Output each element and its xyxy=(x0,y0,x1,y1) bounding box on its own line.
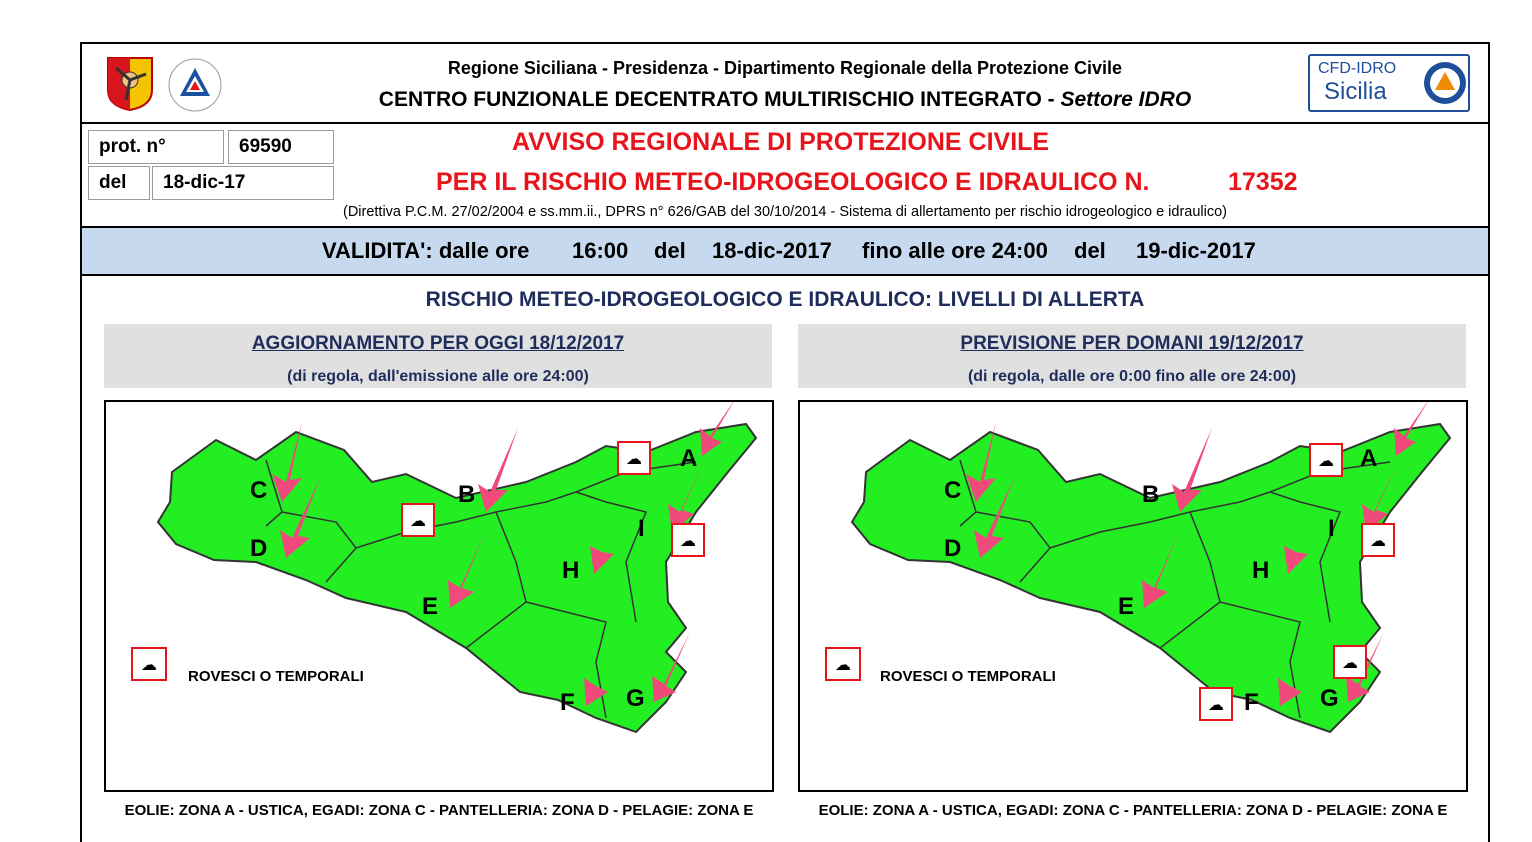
prot-date: 18-dic-17 xyxy=(152,166,334,200)
cfd-idro-logo-top: CFD-IDRO xyxy=(1318,60,1397,77)
sicily-region-logo xyxy=(107,57,153,112)
warning-arrows xyxy=(272,398,736,706)
zone-labels: A B C D E H I F G xyxy=(944,445,1377,716)
prot-label: prot. n° xyxy=(88,130,224,164)
validity-from-date: 18-dic-2017 xyxy=(712,238,832,263)
zone-labels: A B C D E H I F G xyxy=(250,445,697,716)
legend-text-tomorrow: ROVESCI O TEMPORALI xyxy=(880,668,1056,685)
svg-text:C: C xyxy=(944,477,961,504)
svg-text:☁: ☁ xyxy=(626,449,642,468)
sicily-shape xyxy=(850,422,1452,734)
panel-tomorrow-subtitle: (di regola, dalle ore 0:00 fino alle ore… xyxy=(967,368,1297,385)
divider xyxy=(82,122,1488,124)
svg-text:☁: ☁ xyxy=(141,655,157,674)
panel-today-head: AGGIORNAMENTO PER OGGI 18/12/2017 (di re… xyxy=(104,324,772,388)
svg-text:F: F xyxy=(1244,689,1259,716)
svg-text:C: C xyxy=(250,477,267,504)
thunderstorm-icons: ☁ ☁ ☁ ☁ ☁ xyxy=(825,443,1395,721)
cfd-idro-logo: CFD-IDRO Sicilia xyxy=(1308,54,1470,112)
map-today: A B C D E H I F G ☁ ☁ ☁ ☁ ROVESCI O TEMPORALI xyxy=(104,398,774,792)
prot-date-label: del xyxy=(88,166,150,200)
panel-tomorrow-head: PREVISIONE PER DOMANI 19/12/2017 (di reg… xyxy=(798,324,1466,388)
zone-borders xyxy=(265,459,697,719)
map-tomorrow: A B C D E H I F G ☁ ☁ ☁ ☁ ☁ ROVESCI O TEMPORAL… xyxy=(798,398,1468,792)
validity-del-1: del xyxy=(654,238,686,263)
svg-text:A: A xyxy=(680,445,697,472)
svg-text:D: D xyxy=(250,535,267,562)
warning-arrows xyxy=(966,398,1430,706)
svg-text:☁: ☁ xyxy=(1370,531,1386,550)
cfd-emblem-icon xyxy=(1424,62,1466,104)
alert-number: 17352 xyxy=(1228,168,1298,196)
islands-note-today: EOLIE: ZONA A - USTICA, EGADI: ZONA C - … xyxy=(124,802,754,819)
alert-title-line2: PER IL RISCHIO METEO-IDROGEOLOGICO E IDR… xyxy=(436,168,1150,196)
legend-text-today: ROVESCI O TEMPORALI xyxy=(188,668,364,685)
panel-today-subtitle: (di regola, dall'emissione alle ore 24:0… xyxy=(287,368,589,385)
svg-text:I: I xyxy=(638,515,645,542)
sicily-map-tomorrow: A B C D E H I F G ☁ ☁ ☁ ☁ ☁ xyxy=(825,398,1452,734)
svg-text:A: A xyxy=(1360,445,1377,472)
cfd-idro-logo-bottom: Sicilia xyxy=(1324,78,1387,105)
validity-band: VALIDITA': dalle ore 16:00 del 18-dic-20… xyxy=(82,226,1488,276)
prot-number: 69590 xyxy=(228,130,334,164)
validity-label: VALIDITA': dalle ore xyxy=(322,238,530,263)
svg-text:☁: ☁ xyxy=(1318,451,1334,470)
sicily-map-today: A B C D E H I F G ☁ ☁ ☁ ☁ xyxy=(131,398,758,734)
section-title: RISCHIO METEO-IDROGEOLOGICO E IDRAULICO:… xyxy=(425,288,1145,311)
svg-text:☁: ☁ xyxy=(835,655,851,674)
svg-text:H: H xyxy=(562,557,579,584)
header-department: Regione Siciliana - Presidenza - Diparti… xyxy=(447,58,1123,78)
validity-del-2: del xyxy=(1074,238,1106,263)
header-centre: CENTRO FUNZIONALE DECENTRATO MULTIRISCHI… xyxy=(378,88,1192,111)
svg-text:☁: ☁ xyxy=(1208,695,1224,714)
svg-text:G: G xyxy=(626,685,645,712)
svg-text:H: H xyxy=(1252,557,1269,584)
alert-title-line1: AVVISO REGIONALE DI PROTEZIONE CIVILE xyxy=(512,128,1050,156)
svg-text:I: I xyxy=(1328,515,1335,542)
sicily-shape xyxy=(156,422,758,734)
svg-text:E: E xyxy=(422,593,438,620)
civil-protection-logo xyxy=(168,58,222,112)
islands-note-tomorrow: EOLIE: ZONA A - USTICA, EGADI: ZONA C - … xyxy=(818,802,1448,819)
directive-note: (Direttiva P.C.M. 27/02/2004 e ss.mm.ii.… xyxy=(342,204,1227,220)
validity-from-time: 16:00 xyxy=(572,238,629,263)
svg-text:☁: ☁ xyxy=(410,511,426,530)
svg-text:☁: ☁ xyxy=(1342,653,1358,672)
thunderstorm-icons: ☁ ☁ ☁ ☁ xyxy=(131,441,705,681)
svg-text:E: E xyxy=(1118,593,1134,620)
validity-until: fino alle ore 24:00 xyxy=(862,238,1048,263)
svg-text:D: D xyxy=(944,535,961,562)
svg-text:F: F xyxy=(560,689,575,716)
alert-document: Regione Siciliana - Presidenza - Diparti… xyxy=(80,42,1490,842)
zone-borders xyxy=(959,459,1391,719)
panel-tomorrow-title: PREVISIONE PER DOMANI 19/12/2017 xyxy=(960,333,1304,354)
panel-today-title: AGGIORNAMENTO PER OGGI 18/12/2017 xyxy=(251,333,625,354)
svg-text:☁: ☁ xyxy=(680,531,696,550)
validity-to-date: 19-dic-2017 xyxy=(1136,238,1256,263)
svg-text:G: G xyxy=(1320,685,1339,712)
svg-text:B: B xyxy=(458,481,475,508)
svg-text:B: B xyxy=(1142,481,1159,508)
